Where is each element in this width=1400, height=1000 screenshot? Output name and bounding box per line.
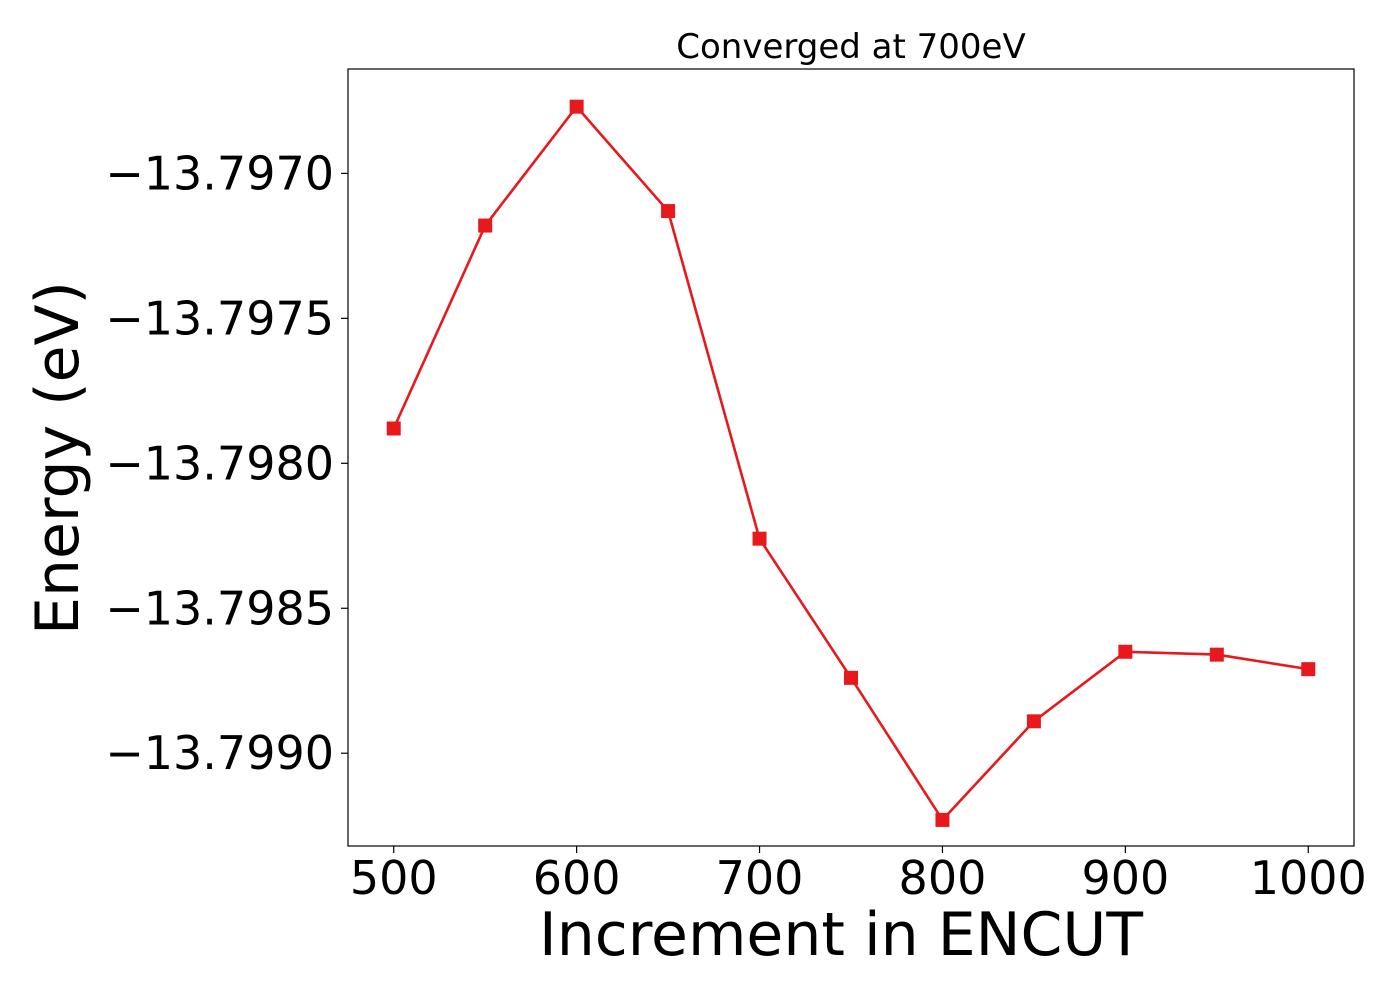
data-point-marker bbox=[844, 670, 858, 685]
data-point-marker bbox=[752, 531, 767, 546]
data-point-marker bbox=[386, 421, 401, 436]
data-point-marker bbox=[1301, 662, 1316, 677]
x-tick-label: 1000 bbox=[1250, 851, 1367, 905]
data-point-marker bbox=[935, 812, 950, 827]
x-tick-label: 600 bbox=[533, 851, 621, 905]
data-point-marker bbox=[1209, 647, 1224, 662]
x-axis-label: Increment in ENCUT bbox=[539, 900, 1143, 970]
y-axis-label: Energy (eV) bbox=[23, 281, 93, 635]
series-line bbox=[392, 104, 1309, 823]
y-tick-label: −13.7970 bbox=[105, 146, 334, 200]
y-tick-label: −13.7990 bbox=[105, 726, 334, 780]
x-tick-label: 900 bbox=[1081, 851, 1169, 905]
data-point-marker bbox=[1118, 644, 1133, 659]
y-axis-ticks: −13.7970 −13.7975 −13.7980 −13.7985 −13.7990 bbox=[105, 146, 348, 780]
y-tick-label: −13.7980 bbox=[105, 436, 334, 490]
series-layer bbox=[386, 99, 1316, 827]
data-point-marker bbox=[569, 99, 584, 114]
y-tick-label: −13.7985 bbox=[105, 581, 334, 635]
plot-area-frame bbox=[347, 68, 1355, 847]
x-tick-label: 500 bbox=[350, 851, 438, 905]
data-point-marker bbox=[661, 204, 676, 219]
x-tick-label: 800 bbox=[899, 851, 987, 905]
data-point-marker bbox=[1026, 714, 1041, 729]
y-tick-label: −13.7975 bbox=[105, 291, 334, 345]
x-axis-ticks: 500 600 700 800 900 1000 bbox=[350, 846, 1367, 905]
x-tick-label: 700 bbox=[716, 851, 804, 905]
data-point-marker bbox=[478, 218, 493, 233]
chart-title: Converged at 700eV bbox=[676, 27, 1025, 67]
